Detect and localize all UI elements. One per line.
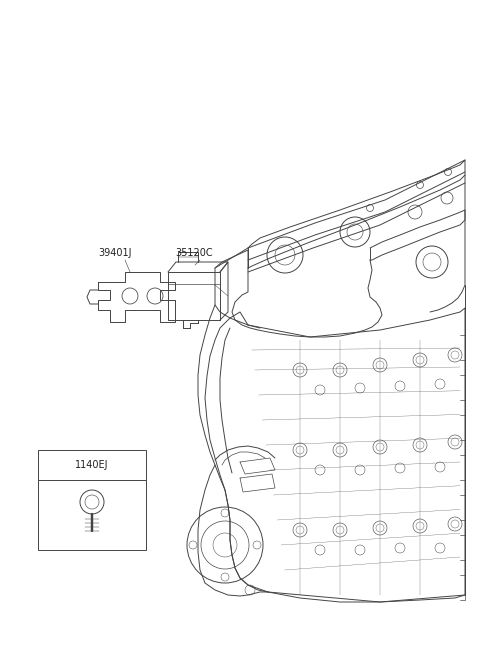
- Bar: [38, 450, 146, 550]
- Text: 39401J: 39401J: [98, 248, 132, 258]
- Text: 1140EJ: 1140EJ: [75, 460, 109, 470]
- Text: 35120C: 35120C: [175, 248, 213, 258]
